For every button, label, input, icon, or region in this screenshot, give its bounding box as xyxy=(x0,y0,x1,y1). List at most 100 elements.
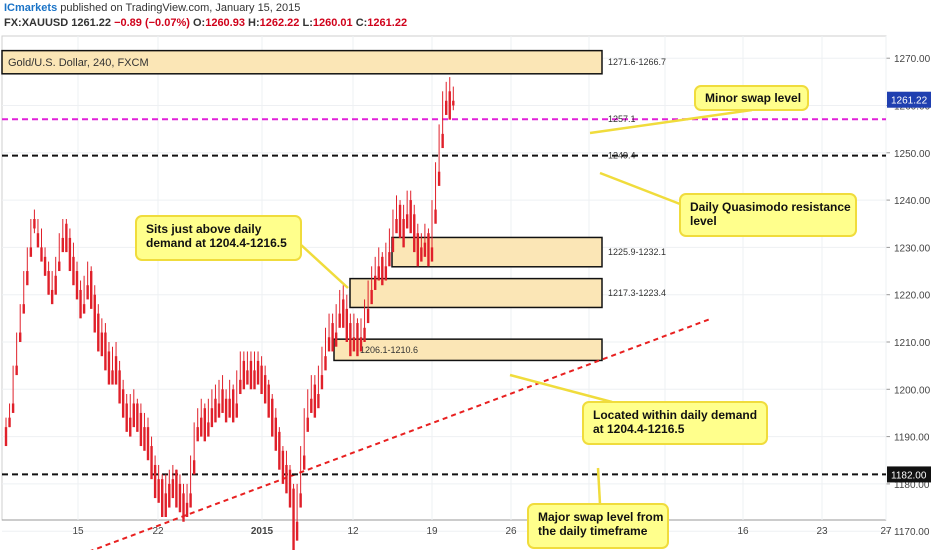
candle-body xyxy=(139,412,143,447)
callout-box xyxy=(135,215,302,261)
callout-box xyxy=(527,503,669,549)
candle-body xyxy=(65,223,68,253)
candle-body xyxy=(132,403,135,428)
y-tick-label: 1200.00 xyxy=(894,385,931,396)
open-value: 1260.93 xyxy=(205,17,245,29)
candle-body xyxy=(391,237,395,253)
callout-text: Located within daily demand at 1204.4-121… xyxy=(593,408,757,436)
candle-body xyxy=(398,204,402,238)
candle-body xyxy=(228,398,231,418)
candle-body xyxy=(185,502,189,517)
candle-body xyxy=(384,266,388,281)
candle-body xyxy=(22,304,25,314)
candle-body xyxy=(260,365,263,395)
x-tick-label: 12 xyxy=(347,526,359,537)
candle-body xyxy=(423,242,427,257)
candle-body xyxy=(143,427,146,451)
candle-body xyxy=(242,360,246,390)
candle-body xyxy=(310,398,313,413)
candle-body xyxy=(345,308,348,342)
candle-body xyxy=(448,91,451,120)
candle-body xyxy=(416,233,419,267)
candle-body xyxy=(29,247,33,257)
candle-body xyxy=(79,289,82,319)
callout-text-line: the daily timeframe xyxy=(538,524,648,538)
candle-body xyxy=(26,271,29,286)
candle-body xyxy=(306,417,309,432)
candle-body xyxy=(90,271,93,309)
open-label: O: xyxy=(192,17,206,29)
callout-box xyxy=(582,401,768,445)
candle-body xyxy=(97,313,100,352)
candle-body xyxy=(178,483,182,513)
y-tick-label: 1240.00 xyxy=(894,196,931,207)
candle-body xyxy=(405,214,409,229)
publisher-line: ICmarkets published on TradingView.com, … xyxy=(4,2,300,14)
x-tick-label: 23 xyxy=(816,526,828,537)
candle-body xyxy=(75,271,79,300)
callout-pointer xyxy=(596,467,602,505)
y-tick-label: 1190.00 xyxy=(894,433,930,444)
last-price-axis-label: 1261.22 xyxy=(891,96,928,107)
candle-body xyxy=(303,455,306,470)
close-label: C: xyxy=(355,17,368,29)
candle-body xyxy=(72,256,75,286)
candle-body xyxy=(221,389,224,413)
candle-body xyxy=(146,427,150,461)
candle-body xyxy=(445,100,448,115)
candle-body xyxy=(15,365,18,376)
callout-pointer xyxy=(299,243,349,289)
zone-box xyxy=(333,338,603,362)
x-tick-label: 26 xyxy=(505,526,517,537)
candle-body xyxy=(437,171,441,186)
candle-body xyxy=(285,464,288,494)
candle-body xyxy=(175,469,178,508)
callout-pointer xyxy=(589,108,753,135)
candle-body xyxy=(196,427,199,442)
chart-title: Gold/U.S. Dollar, 240, FXCM xyxy=(8,57,149,69)
candle-body xyxy=(86,285,89,300)
price-chart[interactable]: 1170.00 1180.00 1190.00 1200.00 1210.00 1220.… xyxy=(0,32,932,550)
callout-text-line: Located within daily demand xyxy=(593,408,757,422)
candle-body xyxy=(288,469,292,508)
zone-label: 1217.3-1223.4 xyxy=(608,288,666,298)
candle-body xyxy=(182,493,185,522)
candle-body xyxy=(253,370,256,390)
candle-body xyxy=(274,417,277,451)
candle-body xyxy=(402,219,405,248)
candle-body xyxy=(331,323,334,352)
candle-body xyxy=(111,370,114,385)
callout-text-line: at 1204.4-1216.5 xyxy=(593,422,685,436)
candle-body xyxy=(50,289,54,305)
callout-pointer xyxy=(509,373,613,404)
candle-body xyxy=(192,460,196,475)
candle-body xyxy=(349,323,352,357)
candle-body xyxy=(374,275,377,290)
zone-box xyxy=(391,236,603,268)
callout-text: Daily Quasimodo resistance level xyxy=(690,200,851,228)
candle-body xyxy=(168,483,171,508)
candle-body xyxy=(121,389,125,418)
candle-body xyxy=(207,422,210,437)
candle-body xyxy=(320,375,324,390)
candle-body xyxy=(33,219,36,229)
candle-body xyxy=(249,360,253,390)
candle-body xyxy=(82,304,86,314)
candle-body xyxy=(434,209,437,224)
level-axis-badge xyxy=(887,466,931,483)
candle-body xyxy=(164,493,167,517)
candle-body xyxy=(210,408,214,428)
candle-body xyxy=(267,384,270,418)
candle-body xyxy=(153,464,157,499)
candle-body xyxy=(107,351,111,385)
publisher-name[interactable]: ICmarkets xyxy=(4,2,58,14)
level-label: 1257.1 xyxy=(608,114,636,124)
candle-body xyxy=(47,271,50,295)
candle-body xyxy=(334,332,338,347)
candle-body xyxy=(239,379,242,395)
candle-body xyxy=(189,493,192,508)
candle-body xyxy=(317,394,320,409)
candle-body xyxy=(232,389,235,423)
x-tick-label: 15 xyxy=(72,526,84,537)
zone-label: 1206.1-1210.6 xyxy=(360,345,418,355)
